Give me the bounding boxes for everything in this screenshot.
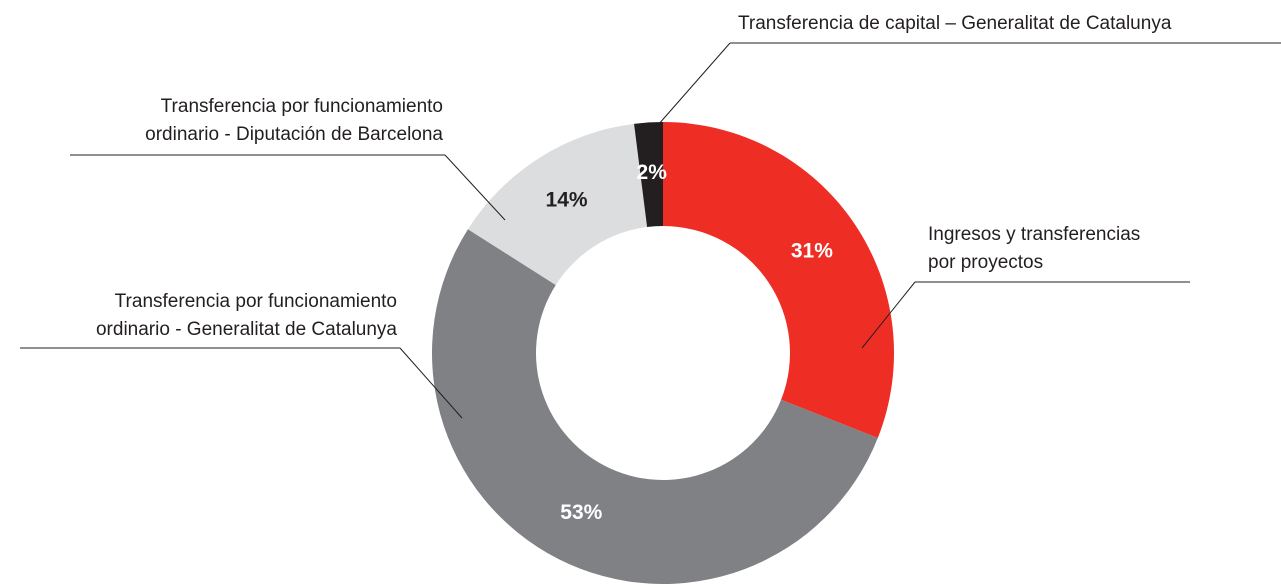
leader-line — [861, 281, 916, 349]
category-label: por proyectos — [928, 252, 1043, 273]
leader-line — [399, 347, 463, 419]
category-label: Transferencia de capital – Generalitat d… — [738, 13, 1172, 34]
category-label: ordinario - Generalitat de Catalunya — [96, 319, 397, 340]
donut-segment — [634, 122, 663, 228]
donut-segment — [432, 229, 878, 584]
donut-segment — [663, 122, 894, 439]
category-label: Transferencia por funcionamiento — [161, 96, 443, 117]
value-label: 31% — [791, 239, 833, 262]
category-label: ordinario - Diputación de Barcelona — [145, 124, 443, 145]
leader-line — [444, 154, 506, 221]
leader-line — [657, 42, 731, 126]
category-label: Transferencia por funcionamiento — [115, 291, 397, 312]
value-label: 53% — [560, 501, 602, 524]
donut-segment — [467, 123, 648, 285]
value-label: 14% — [546, 189, 588, 212]
category-label: Ingresos y transferencias — [928, 224, 1140, 245]
value-label: 2% — [637, 161, 668, 184]
